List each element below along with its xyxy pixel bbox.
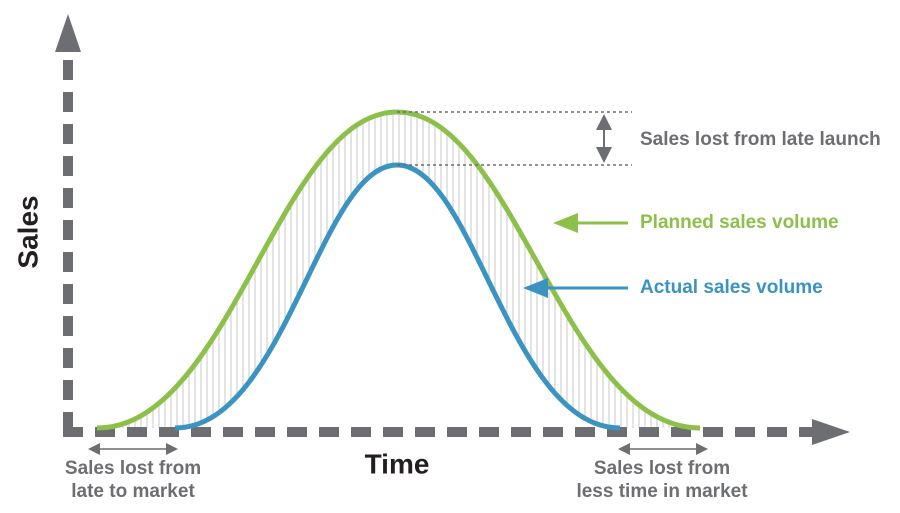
- y-axis-arrow: [55, 14, 81, 52]
- late-market-line: late to market: [71, 481, 195, 502]
- planned-label: Planned sales volume: [640, 212, 839, 233]
- less-time-line: Sales lost from: [594, 458, 730, 479]
- x-axis-arrow: [812, 419, 850, 445]
- late-market-line: Sales lost from: [65, 458, 201, 479]
- less-time-line: less time in market: [576, 481, 748, 502]
- actual-pointer-head: [523, 278, 548, 298]
- lost-area: [97, 112, 700, 428]
- x-axis-label: Time: [365, 448, 430, 479]
- planned-pointer-head: [553, 213, 578, 233]
- actual-label: Actual sales volume: [640, 277, 823, 298]
- late-launch-label: Sales lost from late launch: [640, 129, 881, 150]
- y-axis-label: Sales: [12, 195, 43, 268]
